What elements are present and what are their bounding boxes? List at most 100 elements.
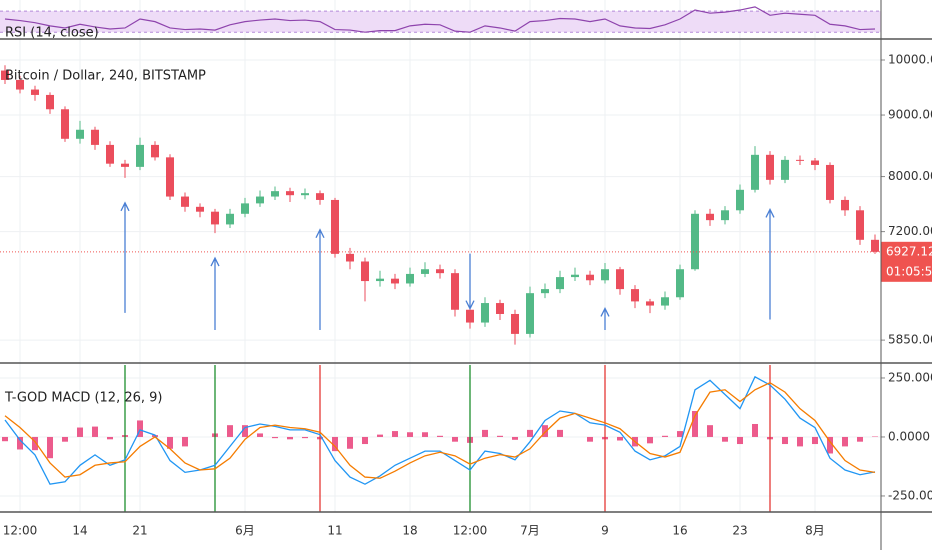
- histogram-bar: [17, 436, 23, 450]
- histogram-bar: [437, 435, 443, 437]
- candle-body: [676, 269, 684, 298]
- last-price-box: [881, 241, 932, 282]
- histogram-bar: [332, 436, 338, 452]
- y-tick-label: 5850.00: [888, 333, 932, 347]
- histogram-bar: [797, 436, 803, 447]
- histogram-bar: [557, 429, 563, 437]
- candle-body: [136, 144, 144, 167]
- histogram-bar: [107, 436, 113, 440]
- histogram-bar: [302, 436, 308, 439]
- candle-body: [106, 144, 114, 164]
- histogram-bar: [482, 429, 488, 437]
- candle-body: [811, 160, 819, 165]
- candle-body: [586, 274, 594, 281]
- candle-body: [301, 193, 309, 196]
- candle-body: [181, 196, 189, 207]
- histogram-bar: [452, 436, 458, 442]
- candle-body: [751, 154, 759, 190]
- histogram-bar: [617, 436, 623, 441]
- countdown-label: 01:05:53: [886, 264, 932, 278]
- candle-body: [481, 303, 489, 323]
- candle-body: [466, 309, 474, 323]
- histogram-bar: [827, 436, 833, 454]
- histogram-bar: [62, 436, 68, 442]
- candle-body: [76, 129, 84, 139]
- candle-body: [796, 159, 804, 161]
- candle-body: [406, 273, 414, 284]
- candle-body: [841, 199, 849, 211]
- candle-body: [526, 293, 534, 334]
- x-tick-label: 21: [132, 524, 147, 538]
- candle-body: [391, 278, 399, 284]
- histogram-bar: [227, 425, 233, 437]
- signal-arrow: [210, 256, 220, 330]
- candle-body: [256, 196, 264, 204]
- histogram-bar: [812, 436, 818, 445]
- x-tick-label: 7月: [520, 524, 540, 538]
- histogram-bar: [407, 432, 413, 437]
- signal-arrow: [600, 307, 610, 330]
- candle-body: [331, 199, 339, 254]
- x-tick-label: 11: [327, 524, 342, 538]
- candle-body: [496, 303, 504, 314]
- histogram-bar: [587, 436, 593, 442]
- histogram-bar: [677, 431, 683, 437]
- histogram-bar: [752, 423, 758, 437]
- candle-body: [421, 269, 429, 274]
- candle-body: [721, 210, 729, 221]
- candle-body: [346, 253, 354, 262]
- candle-body: [286, 191, 294, 196]
- candle-body: [631, 289, 639, 302]
- candle-body: [856, 210, 864, 240]
- pane-title: RSI (14, close): [5, 26, 99, 41]
- histogram-bar: [542, 425, 548, 437]
- candle-body: [241, 203, 249, 214]
- candle-body: [451, 273, 459, 310]
- candle-body: [571, 274, 579, 278]
- histogram-bar: [347, 436, 353, 449]
- histogram-bar: [92, 426, 98, 437]
- candle-body: [511, 313, 519, 334]
- candle-body: [556, 277, 564, 290]
- histogram-bar: [272, 436, 278, 439]
- x-tick-label: 16: [672, 524, 687, 538]
- histogram-bar: [737, 436, 743, 445]
- x-tick-label: 18: [402, 524, 417, 538]
- signal-arrow: [315, 228, 325, 330]
- x-tick-label: 12:00: [3, 524, 38, 538]
- y-tick-label: 9000.00: [888, 108, 932, 122]
- candle-body: [436, 269, 444, 274]
- histogram-bar: [842, 436, 848, 447]
- candle-body: [31, 89, 39, 95]
- candle-body: [781, 159, 789, 180]
- signal-arrow: [765, 208, 775, 320]
- candle-body: [316, 193, 324, 200]
- histogram-bar: [422, 432, 428, 437]
- histogram-bar: [377, 434, 383, 437]
- histogram-bar: [782, 436, 788, 445]
- histogram-bar: [47, 436, 53, 459]
- candle-body: [736, 189, 744, 211]
- candle-body: [196, 206, 204, 212]
- candle-body: [826, 164, 834, 200]
- histogram-bar: [287, 436, 293, 440]
- histogram-bar: [2, 436, 8, 442]
- candle-body: [361, 261, 369, 282]
- histogram-bar: [362, 436, 368, 445]
- candle-body: [166, 157, 174, 197]
- histogram-bar: [392, 431, 398, 437]
- histogram-bar: [662, 435, 668, 437]
- candle-body: [691, 213, 699, 270]
- y-tick-label: 7200.00: [888, 224, 932, 238]
- candle-body: [616, 269, 624, 290]
- histogram-bar: [32, 436, 38, 451]
- histogram-bar: [257, 433, 263, 437]
- x-tick-label: 6月: [235, 524, 255, 538]
- candle-body: [91, 129, 99, 145]
- histogram-bar: [77, 427, 83, 437]
- histogram-bar: [647, 436, 653, 444]
- y-tick-label: 0.0000: [888, 429, 930, 443]
